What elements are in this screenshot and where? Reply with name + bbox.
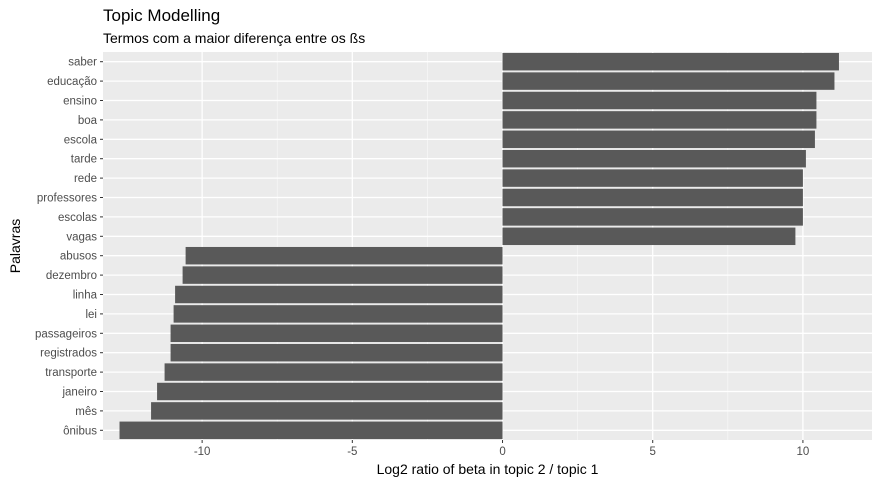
bar-registrados [170, 343, 503, 362]
y-tick-label: saber [68, 57, 97, 69]
y-tick-label: boa [78, 115, 98, 127]
bar-rede [502, 169, 803, 187]
bar-transporte [164, 363, 503, 381]
x-tick-label: -5 [347, 446, 357, 458]
x-axis-ticks: -10 -5 0 5 10 [194, 440, 809, 458]
bar-passageiros [170, 324, 503, 343]
bar-escola [502, 130, 815, 149]
bar-lei [173, 305, 503, 323]
bar-ônibus [119, 421, 503, 440]
chart-title: Topic Modelling [103, 6, 221, 25]
bars [119, 52, 839, 440]
x-tick-label: 5 [650, 446, 656, 458]
y-tick-label: vagas [66, 231, 97, 243]
y-tick-label: tarde [71, 154, 97, 166]
y-tick-label: ensino [63, 96, 97, 108]
bar-abusos [185, 246, 503, 265]
x-axis-title: Log2 ratio of beta in topic 2 / topic 1 [377, 461, 599, 477]
bar-mês [151, 402, 503, 420]
y-tick-label: transporte [45, 367, 97, 379]
y-axis-title: Palavras [7, 219, 23, 273]
bar-linha [175, 285, 503, 304]
y-tick-label: escolas [58, 212, 97, 224]
bar-dezembro [182, 266, 503, 284]
bar-escolas [502, 208, 803, 226]
y-tick-label: ônibus [63, 425, 97, 437]
bar-vagas [502, 227, 796, 246]
y-tick-label: abusos [60, 251, 97, 263]
bar-janeiro [157, 382, 503, 401]
y-tick-label: registrados [40, 348, 97, 360]
y-tick-label: lei [85, 309, 97, 321]
y-tick-label: escola [64, 134, 98, 146]
x-tick-label: 10 [797, 446, 810, 458]
bar-tarde [502, 149, 806, 168]
x-tick-label: -10 [194, 446, 211, 458]
bar-professores [502, 188, 803, 207]
y-axis-ticks: saber educação ensino boa escola tarde rede pro… [35, 57, 103, 437]
y-tick-label: linha [73, 290, 98, 302]
y-tick-label: educação [47, 76, 97, 88]
x-tick-label: 0 [499, 446, 505, 458]
y-tick-label: janeiro [61, 387, 97, 399]
chart-subtitle: Termos com a maior diferença entre os ßs [103, 30, 366, 46]
bar-educação [502, 72, 835, 90]
bar-saber [502, 52, 839, 71]
plot-panel [103, 52, 872, 440]
bar-ensino [502, 91, 817, 110]
bar-boa [502, 111, 817, 129]
y-tick-label: dezembro [46, 270, 97, 282]
y-tick-label: passageiros [35, 328, 97, 340]
y-tick-label: professores [37, 193, 97, 205]
y-tick-label: rede [74, 173, 97, 185]
y-tick-label: mês [75, 406, 97, 418]
